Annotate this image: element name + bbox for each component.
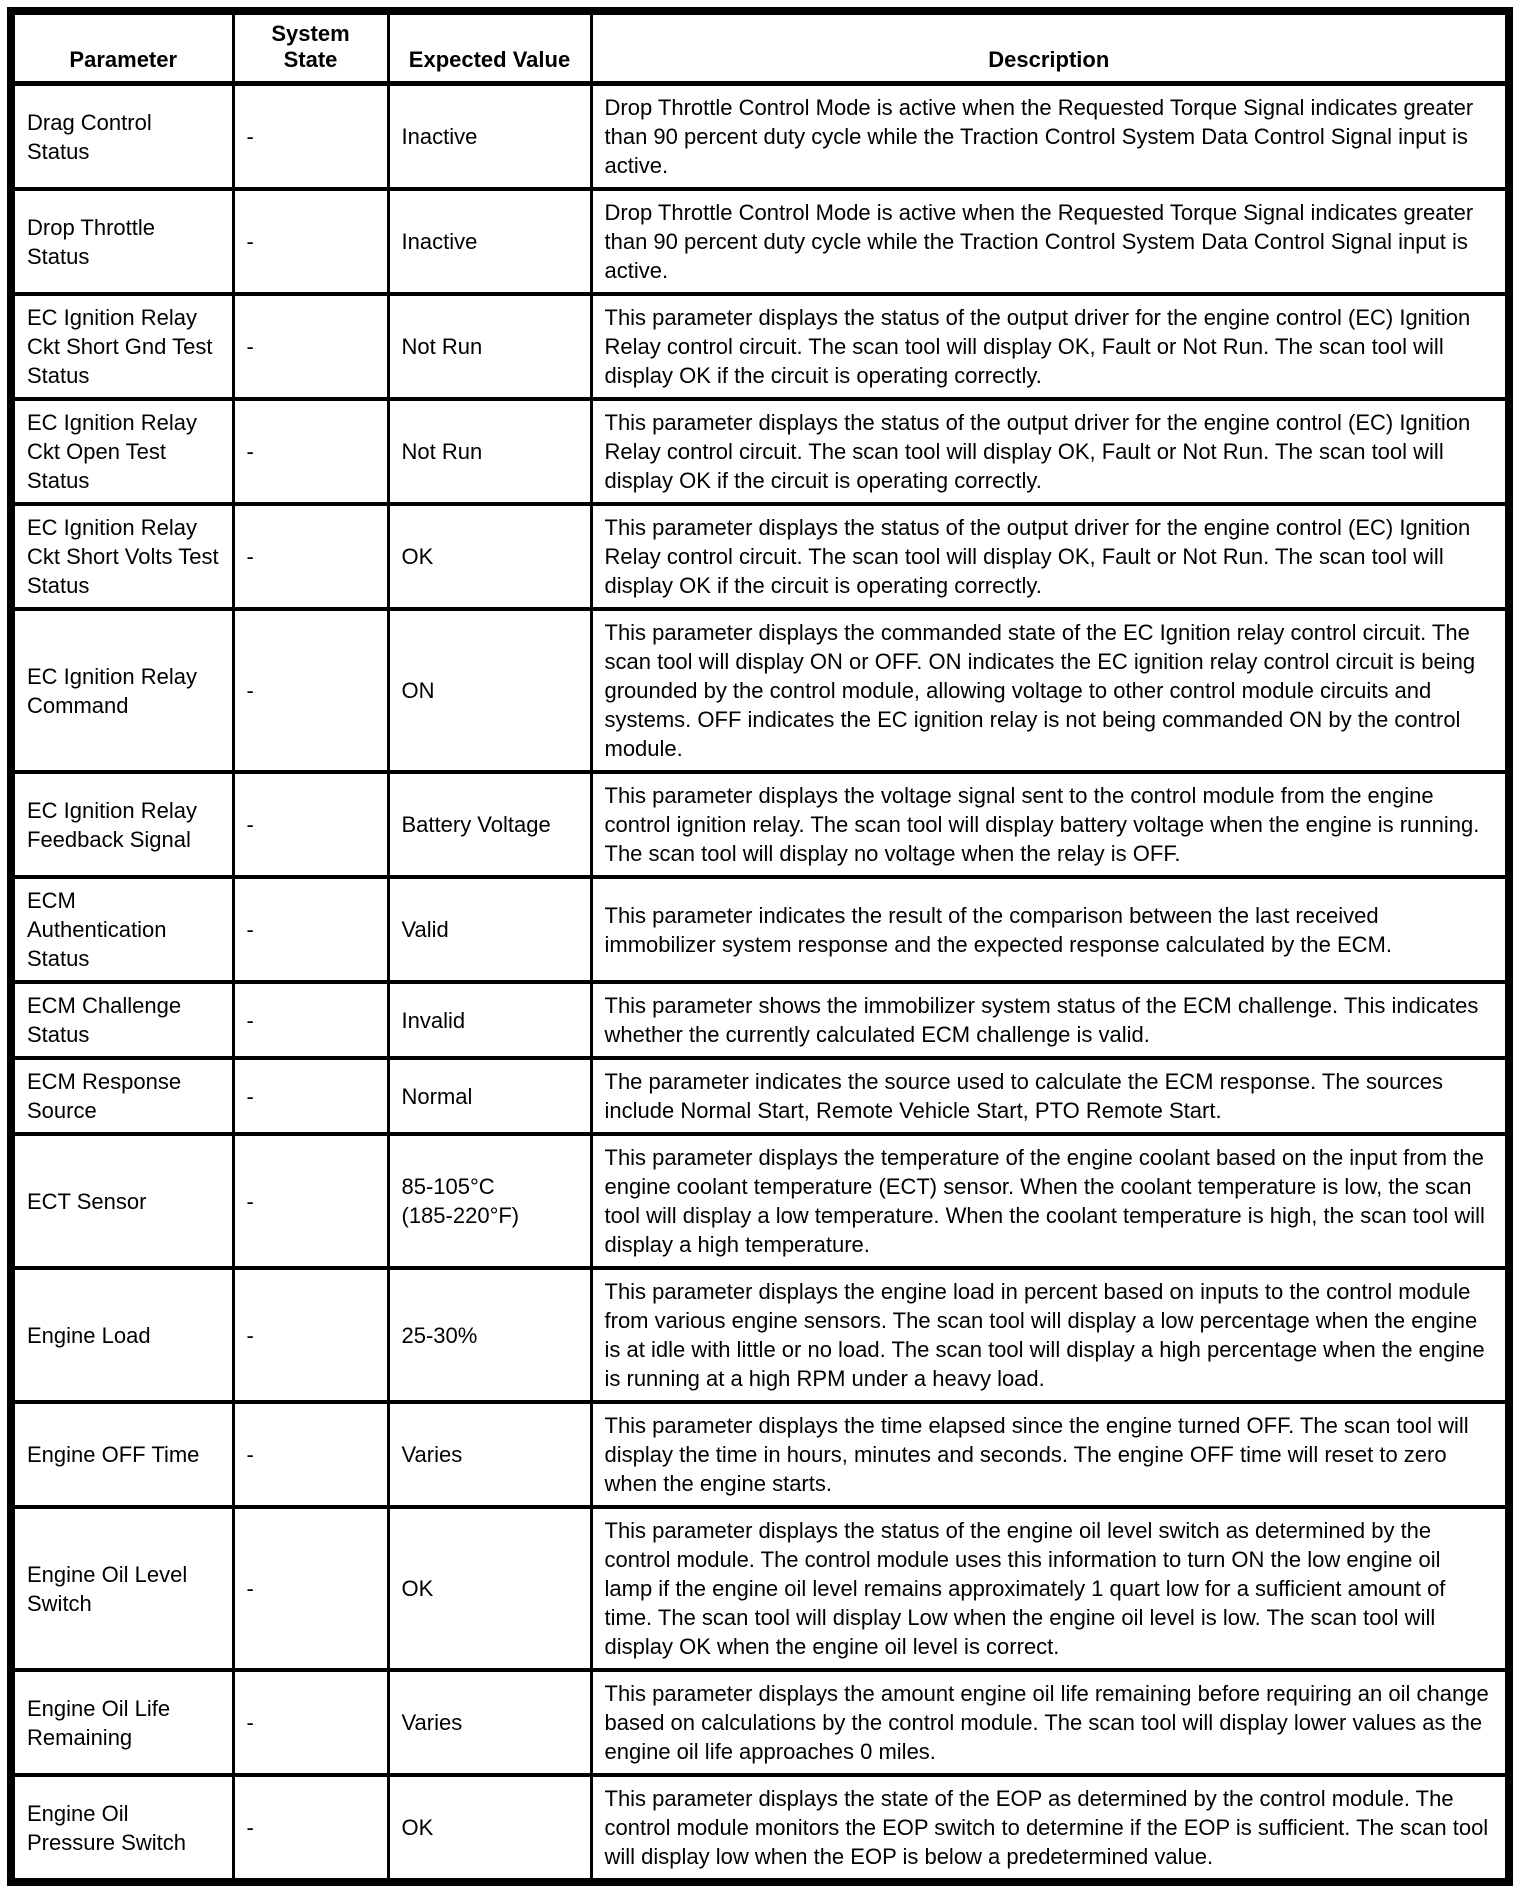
col-header-system-state: System State <box>231 9 390 86</box>
expected-value-cell: Battery Voltage <box>386 770 593 879</box>
description-cell: This parameter displays the amount engin… <box>589 1668 1511 1777</box>
parameter-cell: Drop Throttle Status <box>9 187 235 296</box>
system-state-cell: - <box>231 502 390 611</box>
system-state-cell: - <box>231 187 390 296</box>
system-state-cell: - <box>231 397 390 506</box>
table-row: ECT Sensor - 85-105°C (185-220°F) This p… <box>9 1132 1511 1270</box>
table-row: Engine Oil Pressure Switch - OK This par… <box>9 1773 1511 1884</box>
system-state-cell: - <box>231 292 390 401</box>
table-row: ECM Challenge Status - Invalid This para… <box>9 980 1511 1060</box>
description-cell: This parameter displays the commanded st… <box>589 607 1511 774</box>
description-cell: This parameter indicates the result of t… <box>589 875 1511 984</box>
parameter-cell: Engine Oil Level Switch <box>9 1505 235 1672</box>
col-header-expected-value: Expected Value <box>386 9 593 86</box>
expected-value-cell: Valid <box>386 875 593 984</box>
parameter-cell: Engine OFF Time <box>9 1400 235 1509</box>
expected-value-cell: Not Run <box>386 292 593 401</box>
system-state-cell: - <box>231 980 390 1060</box>
parameter-cell: EC Ignition Relay Feedback Signal <box>9 770 235 879</box>
parameter-cell: ECM Challenge Status <box>9 980 235 1060</box>
description-cell: The parameter indicates the source used … <box>589 1056 1511 1136</box>
parameter-cell: Engine Oil Life Remaining <box>9 1668 235 1777</box>
table-row: EC Ignition Relay Command - ON This para… <box>9 607 1511 774</box>
expected-value-cell: Invalid <box>386 980 593 1060</box>
expected-value-cell: Not Run <box>386 397 593 506</box>
parameter-cell: EC Ignition Relay Ckt Short Gnd Test Sta… <box>9 292 235 401</box>
description-cell: This parameter displays the status of th… <box>589 1505 1511 1672</box>
system-state-cell: - <box>231 81 390 191</box>
parameter-cell: ECT Sensor <box>9 1132 235 1270</box>
parameter-cell: EC Ignition Relay Ckt Short Volts Test S… <box>9 502 235 611</box>
expected-value-cell: 85-105°C (185-220°F) <box>386 1132 593 1270</box>
system-state-cell: - <box>231 1400 390 1509</box>
expected-value-cell: OK <box>386 1505 593 1672</box>
expected-value-cell: OK <box>386 502 593 611</box>
description-cell: This parameter shows the immobilizer sys… <box>589 980 1511 1060</box>
table-row: Drop Throttle Status - Inactive Drop Thr… <box>9 187 1511 296</box>
system-state-cell: - <box>231 1266 390 1404</box>
description-cell: This parameter displays the status of th… <box>589 397 1511 506</box>
description-cell: This parameter displays the temperature … <box>589 1132 1511 1270</box>
table-row: EC Ignition Relay Ckt Short Volts Test S… <box>9 502 1511 611</box>
col-header-description: Description <box>589 9 1511 86</box>
table-row: ECM Authentication Status - Valid This p… <box>9 875 1511 984</box>
description-cell: This parameter displays the engine load … <box>589 1266 1511 1404</box>
system-state-cell: - <box>231 1773 390 1884</box>
description-cell: This parameter displays the status of th… <box>589 292 1511 401</box>
parameter-cell: Engine Load <box>9 1266 235 1404</box>
table-header: Parameter System State Expected Value De… <box>9 9 1511 86</box>
expected-value-cell: Inactive <box>386 81 593 191</box>
parameter-cell: EC Ignition Relay Ckt Open Test Status <box>9 397 235 506</box>
header-row: Parameter System State Expected Value De… <box>9 9 1511 86</box>
system-state-cell: - <box>231 770 390 879</box>
system-state-cell: - <box>231 1056 390 1136</box>
expected-value-cell: ON <box>386 607 593 774</box>
table-row: Engine Oil Level Switch - OK This parame… <box>9 1505 1511 1672</box>
expected-value-cell: 25-30% <box>386 1266 593 1404</box>
table-row: Engine Oil Life Remaining - Varies This … <box>9 1668 1511 1777</box>
description-cell: Drop Throttle Control Mode is active whe… <box>589 187 1511 296</box>
parameter-cell: Drag Control Status <box>9 81 235 191</box>
table-row: EC Ignition Relay Feedback Signal - Batt… <box>9 770 1511 879</box>
expected-value-cell: Inactive <box>386 187 593 296</box>
parameter-cell: ECM Response Source <box>9 1056 235 1136</box>
col-header-parameter: Parameter <box>9 9 235 86</box>
description-cell: This parameter displays the status of th… <box>589 502 1511 611</box>
system-state-cell: - <box>231 1505 390 1672</box>
system-state-cell: - <box>231 875 390 984</box>
description-cell: This parameter displays the voltage sign… <box>589 770 1511 879</box>
description-cell: This parameter displays the time elapsed… <box>589 1400 1511 1509</box>
parameter-cell: EC Ignition Relay Command <box>9 607 235 774</box>
system-state-cell: - <box>231 1668 390 1777</box>
parameter-cell: ECM Authentication Status <box>9 875 235 984</box>
table-row: Drag Control Status - Inactive Drop Thro… <box>9 81 1511 191</box>
expected-value-cell: Varies <box>386 1400 593 1509</box>
description-cell: Drop Throttle Control Mode is active whe… <box>589 81 1511 191</box>
table-row: Engine OFF Time - Varies This parameter … <box>9 1400 1511 1509</box>
expected-value-cell: Normal <box>386 1056 593 1136</box>
table-row: Engine Load - 25-30% This parameter disp… <box>9 1266 1511 1404</box>
table-body: Drag Control Status - Inactive Drop Thro… <box>9 81 1511 1884</box>
description-cell: This parameter displays the state of the… <box>589 1773 1511 1884</box>
table-row: ECM Response Source - Normal The paramet… <box>9 1056 1511 1136</box>
expected-value-cell: Varies <box>386 1668 593 1777</box>
system-state-cell: - <box>231 607 390 774</box>
table-row: EC Ignition Relay Ckt Short Gnd Test Sta… <box>9 292 1511 401</box>
scan-tool-parameter-table: Parameter System State Expected Value De… <box>7 7 1513 1886</box>
table-row: EC Ignition Relay Ckt Open Test Status -… <box>9 397 1511 506</box>
expected-value-cell: OK <box>386 1773 593 1884</box>
parameter-cell: Engine Oil Pressure Switch <box>9 1773 235 1884</box>
system-state-cell: - <box>231 1132 390 1270</box>
